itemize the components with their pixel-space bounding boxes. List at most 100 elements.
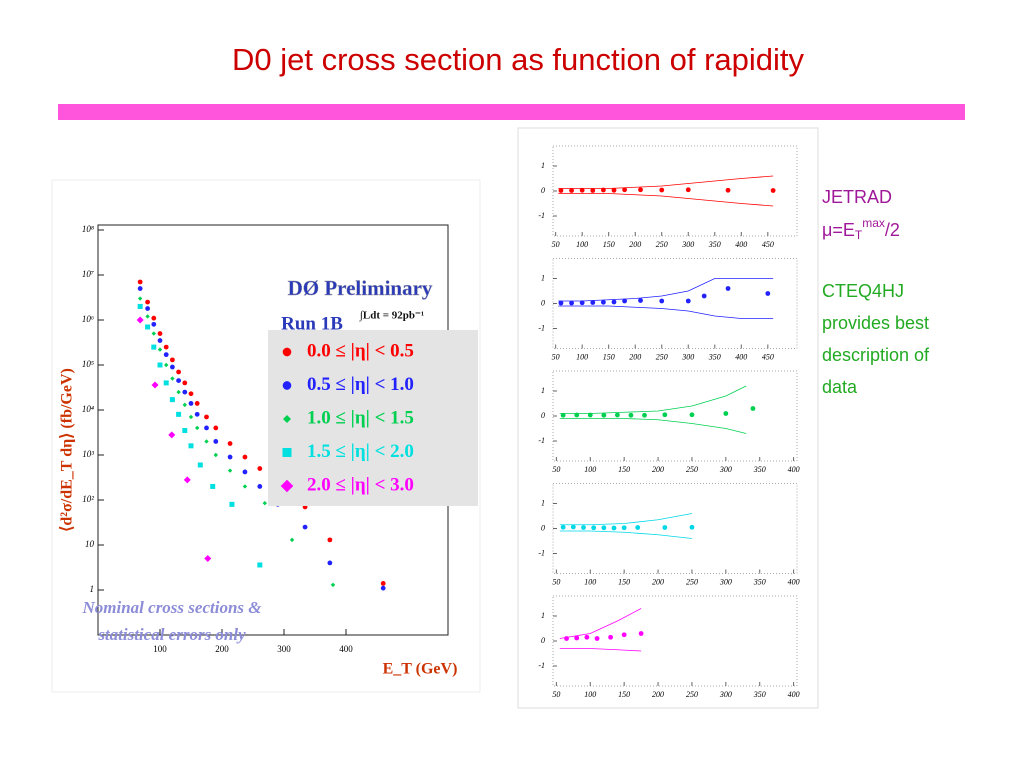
point: [151, 331, 156, 336]
x-tick-label: 200: [652, 577, 664, 586]
point: [600, 187, 606, 193]
theory-band: [559, 530, 692, 539]
point: [213, 452, 218, 458]
scale-text: μ=E: [822, 220, 855, 240]
point: [188, 391, 194, 397]
theory-band: [558, 278, 774, 302]
point: [558, 188, 564, 193]
point: [638, 298, 643, 303]
point: [145, 314, 150, 319]
x-tick-label: 100: [576, 352, 588, 361]
experiment-label: DØ Preliminary: [288, 276, 433, 300]
theory-band: [558, 193, 774, 207]
y-tick-label: 10⁴: [82, 404, 94, 414]
point: [662, 525, 668, 530]
legend-label: 0.5 ≤ |η| < 1.0: [307, 374, 414, 395]
x-tick-label: 50: [552, 240, 560, 249]
x-tick-label: 250: [686, 465, 698, 474]
point: [188, 401, 194, 406]
point: [213, 425, 219, 431]
point: [227, 454, 233, 460]
point: [330, 582, 336, 588]
point: [327, 537, 333, 543]
x-tick-label: 350: [753, 577, 766, 586]
point: [182, 428, 188, 434]
point: [579, 187, 585, 193]
x-tick-label: 400: [788, 465, 800, 474]
point: [136, 316, 144, 324]
point: [621, 525, 627, 531]
point: [642, 412, 647, 418]
scale-end: /2: [885, 220, 900, 240]
point: [590, 300, 596, 305]
point: [145, 306, 151, 311]
x-tick-label: 150: [603, 240, 615, 249]
x-tick-label: 450: [762, 352, 774, 361]
point: [591, 525, 597, 531]
point: [176, 411, 182, 417]
point: [570, 524, 576, 530]
point: [701, 293, 707, 299]
theory-band: [559, 418, 747, 434]
point: [188, 443, 194, 449]
point: [723, 411, 729, 416]
y-tick-label: 1: [541, 498, 545, 507]
point: [197, 462, 203, 468]
point: [581, 525, 586, 530]
point: [151, 344, 157, 350]
x-tick-label: 50: [552, 690, 560, 699]
note-pdf: data: [822, 377, 858, 397]
point: [638, 187, 643, 193]
x-tick-label: 150: [618, 465, 630, 474]
point: [204, 414, 209, 420]
point: [558, 300, 564, 306]
legend-marker: [282, 347, 292, 357]
legend-marker: [280, 479, 294, 493]
x-tick-label: 250: [656, 240, 668, 249]
y-tick-label: 0: [541, 523, 545, 532]
point: [600, 299, 606, 305]
point: [659, 298, 665, 304]
x-tick-label: 100: [584, 465, 596, 474]
y-tick-label: 0: [541, 636, 545, 645]
slide-title: D0 jet cross section as function of rapi…: [232, 42, 805, 77]
x-tick-label: 100: [584, 690, 596, 699]
theory-band: [559, 513, 693, 526]
point: [574, 635, 580, 641]
point: [587, 412, 593, 418]
point: [611, 299, 617, 305]
point: [622, 298, 628, 304]
point: [750, 406, 756, 411]
scale-sup: max: [862, 216, 885, 230]
point: [590, 188, 596, 193]
y-axis-label: ⟨d²σ/dE_T dη⟩ (fb/GeV): [59, 368, 76, 532]
point: [257, 466, 263, 471]
point: [662, 412, 668, 418]
point: [213, 439, 219, 444]
point: [169, 397, 175, 403]
point: [257, 562, 263, 568]
x-tick-label: 50: [552, 352, 560, 361]
x-tick-label: 300: [719, 577, 732, 586]
point: [151, 321, 157, 327]
panel-frame: [552, 258, 798, 349]
point: [685, 187, 691, 193]
y-tick-label: 10⁶: [82, 314, 94, 324]
y-tick-label: 10³: [82, 449, 94, 459]
point: [611, 525, 617, 531]
panel-frame: [552, 483, 798, 574]
point: [157, 338, 163, 343]
point: [689, 412, 695, 418]
x-tick-label: 350: [708, 352, 721, 361]
y-tick-label: 1: [541, 161, 545, 170]
x-tick-label: 250: [686, 690, 698, 699]
y-tick-label: 1: [541, 611, 545, 620]
point: [210, 483, 216, 489]
point: [242, 484, 248, 489]
point: [182, 380, 188, 386]
point: [176, 389, 181, 395]
point: [560, 412, 566, 418]
note-pdf: description of: [822, 345, 930, 365]
panel-frame: [552, 595, 798, 687]
x-tick-label: 250: [686, 577, 698, 586]
